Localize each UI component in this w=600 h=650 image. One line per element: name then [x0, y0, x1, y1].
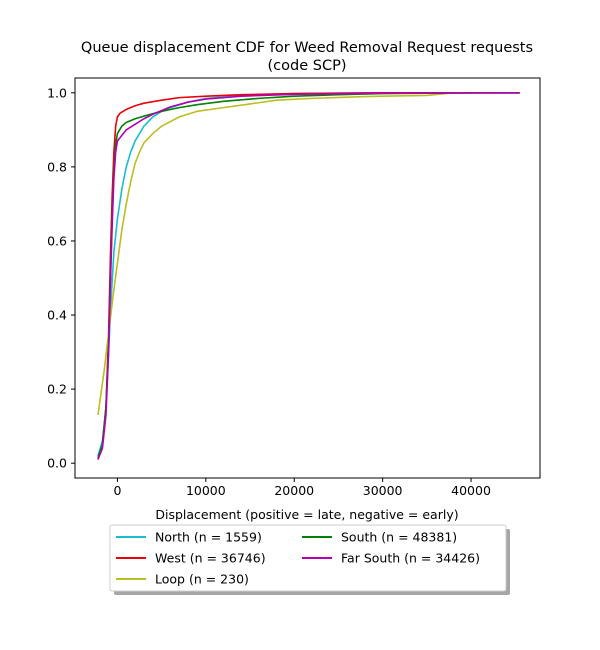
series-line-0 — [97, 92, 520, 457]
chart-title: Queue displacement CDF for Weed Removal … — [81, 40, 533, 56]
y-tick-label: 0.6 — [47, 233, 67, 248]
legend-label: South (n = 48381) — [341, 530, 457, 545]
legend-label: Loop (n = 230) — [155, 572, 249, 587]
series-line-4 — [97, 92, 520, 460]
x-axis-label: Displacement (positive = late, negative … — [155, 507, 458, 522]
y-tick-label: 0.2 — [47, 382, 67, 397]
series-line-1 — [97, 92, 520, 460]
x-tick-label: 20000 — [274, 483, 314, 498]
chart-subtitle: (code SCP) — [268, 58, 347, 74]
series-line-3 — [97, 92, 520, 458]
series-line-2 — [97, 92, 520, 416]
legend: North (n = 1559) West (n = 36746) Loop (n … — [109, 524, 510, 595]
y-tick-label: 0.8 — [47, 159, 67, 174]
y-tick-label: 0.4 — [47, 308, 67, 323]
y-tick-label: 0.0 — [47, 456, 67, 471]
y-tick-label: 1.0 — [47, 85, 67, 100]
legend-label: North (n = 1559) — [155, 530, 262, 545]
x-tick-label: 40000 — [451, 483, 491, 498]
x-tick-label: 10000 — [186, 483, 226, 498]
legend-items: North (n = 1559) West (n = 36746) Loop (n … — [116, 530, 480, 587]
axis-ticks: 0 10000 20000 30000 40000 0.0 0.2 0.4 0.6 0.8 1.0 — [47, 85, 491, 498]
plot-frame — [74, 77, 541, 479]
series-lines — [97, 92, 520, 460]
x-tick-label: 30000 — [363, 483, 403, 498]
legend-label: Far South (n = 34426) — [341, 551, 480, 566]
x-tick-label: 0 — [113, 483, 121, 498]
legend-label: West (n = 36746) — [155, 551, 266, 566]
